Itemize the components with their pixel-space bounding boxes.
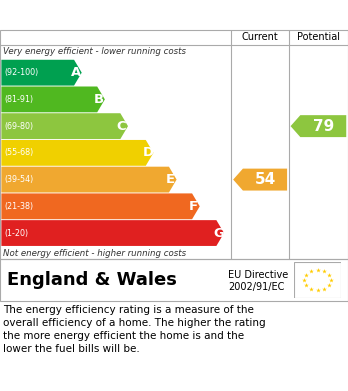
Text: England & Wales: England & Wales xyxy=(7,271,177,289)
Polygon shape xyxy=(1,194,200,219)
Polygon shape xyxy=(233,169,287,190)
Text: EU Directive: EU Directive xyxy=(228,269,288,280)
Polygon shape xyxy=(1,113,128,139)
Text: The energy efficiency rating is a measure of the
overall efficiency of a home. T: The energy efficiency rating is a measur… xyxy=(3,305,266,354)
Text: (92-100): (92-100) xyxy=(4,68,38,77)
Text: Potential: Potential xyxy=(297,32,340,43)
Text: (55-68): (55-68) xyxy=(4,148,33,157)
Text: (1-20): (1-20) xyxy=(4,229,28,238)
Text: (69-80): (69-80) xyxy=(4,122,33,131)
Text: C: C xyxy=(117,120,126,133)
Polygon shape xyxy=(1,140,153,166)
Text: 2002/91/EC: 2002/91/EC xyxy=(228,282,284,292)
Text: Energy Efficiency Rating: Energy Efficiency Rating xyxy=(7,7,217,23)
Text: A: A xyxy=(71,66,81,79)
Text: Not energy efficient - higher running costs: Not energy efficient - higher running co… xyxy=(3,249,187,258)
Text: Very energy efficient - lower running costs: Very energy efficient - lower running co… xyxy=(3,47,187,56)
Text: F: F xyxy=(189,200,198,213)
Polygon shape xyxy=(1,60,82,86)
Text: G: G xyxy=(213,226,224,240)
Text: (21-38): (21-38) xyxy=(4,202,33,211)
Text: 54: 54 xyxy=(255,172,276,187)
Text: E: E xyxy=(165,173,175,186)
Text: D: D xyxy=(142,146,153,160)
Polygon shape xyxy=(1,220,224,246)
Polygon shape xyxy=(1,167,176,192)
Text: (39-54): (39-54) xyxy=(4,175,33,184)
Text: Current: Current xyxy=(242,32,278,43)
Text: (81-91): (81-91) xyxy=(4,95,33,104)
Text: 79: 79 xyxy=(313,118,334,134)
Text: B: B xyxy=(94,93,104,106)
Polygon shape xyxy=(1,86,105,112)
Polygon shape xyxy=(291,115,346,137)
